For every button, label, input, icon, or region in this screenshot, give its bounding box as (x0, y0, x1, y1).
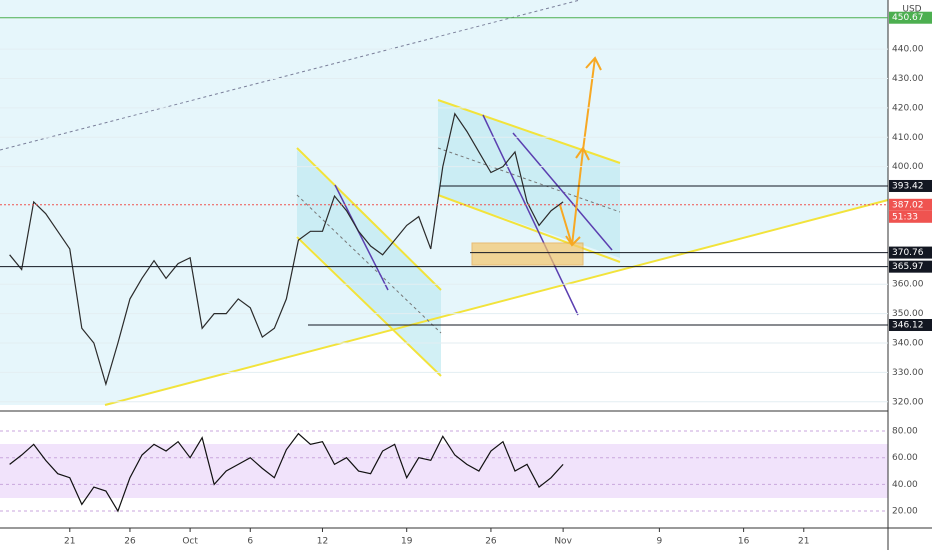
y-tick-label: 340.00 (892, 338, 924, 348)
purple-line (482, 114, 579, 316)
x-tick-label: 9 (657, 537, 663, 547)
x-tick-label: 16 (738, 537, 750, 547)
channel-mid (437, 147, 621, 213)
drawings (0, 0, 889, 406)
price-tag-label: 393.42 (892, 181, 924, 191)
price-tag (889, 11, 932, 24)
countdown: 51:33 (892, 212, 918, 222)
y-tick-label: 330.00 (892, 368, 924, 378)
y-tick-label: 350.00 (892, 309, 924, 319)
price-tag-label: 365.97 (892, 262, 924, 272)
channel (297, 150, 441, 375)
y-tick-label: 60.00 (892, 453, 918, 463)
channel-edge (437, 99, 621, 164)
price-tag (889, 246, 932, 259)
x-tick-label: 26 (485, 537, 497, 547)
x-tick-label: 6 (247, 537, 253, 547)
trend-line (104, 199, 889, 406)
price-tag (889, 319, 932, 332)
pane-tint (0, 0, 888, 405)
arrow-head (565, 235, 581, 247)
y-tick-label: 320.00 (892, 397, 924, 407)
y-tick-label: 410.00 (892, 133, 924, 143)
price-tag-label: 450.67 (892, 13, 924, 23)
y-tick-label: 80.00 (892, 427, 918, 437)
channel-edge (296, 236, 442, 377)
x-tick-label: 21 (64, 537, 75, 547)
y-tick-label: 400.00 (892, 162, 924, 172)
price-tag (889, 260, 932, 273)
x-tick-label: 19 (401, 537, 413, 547)
x-tick-label: Oct (182, 537, 198, 547)
price-tag-label: 387.02 (892, 200, 924, 210)
y-tick-label: 360.00 (892, 280, 924, 290)
x-tick-label: 26 (124, 537, 136, 547)
channel-edge (437, 194, 621, 263)
price-tag (889, 179, 932, 192)
x-tick-label: 12 (317, 537, 328, 547)
price-tag-label: 370.76 (892, 248, 924, 258)
price-tag (889, 198, 932, 211)
currency: USD (902, 5, 921, 15)
rsi-line (9, 432, 564, 513)
x-tick-label: Nov (554, 537, 572, 547)
y-tick-label: 20.00 (892, 507, 918, 517)
y-tick-label: 420.00 (892, 103, 924, 113)
y-tick-label: 440.00 (892, 45, 924, 55)
zone (471, 242, 584, 266)
x-tick-label: 21 (798, 537, 809, 547)
arrow-head (585, 56, 602, 71)
rsi-band (0, 444, 888, 498)
countdown-tag (889, 210, 932, 223)
arrow (559, 57, 596, 246)
y-tick-label: 40.00 (892, 480, 918, 490)
price-line (9, 112, 564, 387)
y-tick-label: 430.00 (892, 74, 924, 84)
price-tag-label: 346.12 (892, 321, 924, 331)
dashed-trend (0, 0, 581, 151)
purple-line (334, 184, 389, 291)
purple-line (512, 132, 613, 251)
arrow-head (575, 146, 590, 161)
